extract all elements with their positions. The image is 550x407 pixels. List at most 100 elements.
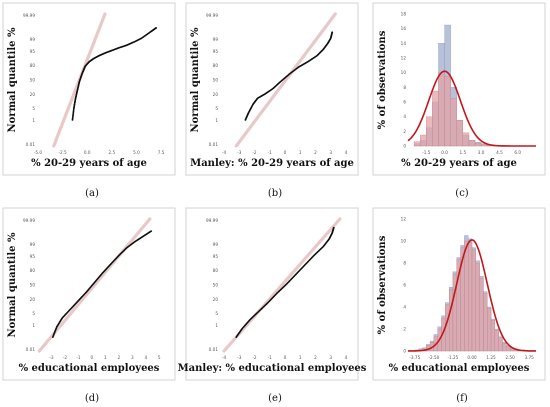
chart-c-red-bar	[432, 90, 439, 147]
chart-e-xtick-3: -1	[268, 355, 273, 360]
chart-f-xtick-3: 0.00	[467, 355, 477, 360]
chart-d-ytick-0: 99.99	[23, 218, 35, 223]
chart-d-ytick-7: 1	[32, 323, 35, 328]
chart-d-xtick-5: 2	[118, 355, 121, 360]
chart-d-ytick-3: 80	[30, 268, 36, 273]
chart-f-red-bar	[506, 346, 511, 352]
chart-c-ytick-4: 8	[403, 85, 406, 90]
chart-a-ytick-6: 5	[32, 106, 35, 111]
chart-c-ytick-9: 18	[401, 12, 407, 17]
chart-f-red-bar	[490, 320, 496, 352]
chart-a-points	[71, 26, 158, 121]
chart-b-xtick-4: 0	[284, 150, 287, 155]
chart-b-points	[244, 31, 334, 121]
chart-a-xtick-3: 2.5	[109, 150, 116, 155]
chart-e-ytick-5: 20	[213, 297, 219, 302]
chart-b-xtick-6: 2	[314, 150, 317, 155]
chart-f: 0 2 4 6 8 10 12 -3.75 -2.50 -1.25 0.00 1.25 2.50 3.75…	[372, 207, 546, 381]
chart-f-xtick-2: -1.25	[448, 355, 459, 360]
chart-d-points	[51, 230, 153, 338]
chart-b-ytick-8: 0.01	[209, 142, 219, 147]
chart-c-xtick-2: 1.5	[460, 150, 467, 155]
chart-c: 0 2 4 6 8 10 12 14 16 18 -1.5 0.0 1.5 3.0 4.5 6.0 % of o…	[372, 2, 546, 176]
chart-b-xtick-7: 3	[329, 150, 332, 155]
chart-d-xtick-6: 3	[131, 355, 134, 360]
chart-c-ytick-6: 12	[401, 56, 407, 61]
caption-a: (a)	[85, 188, 99, 199]
caption-c: (c)	[455, 188, 469, 199]
chart-c-xtick-4: 4.5	[496, 150, 503, 155]
chart-d-xtick-1: -2	[63, 355, 68, 360]
chart-f-red-bar	[487, 307, 492, 352]
chart-e-xtick-5: 1	[299, 355, 302, 360]
chart-a-xtick-0: -5.0	[34, 150, 43, 155]
chart-e-xtick-0: -4	[222, 355, 227, 360]
chart-e-xtick-2: -2	[252, 355, 257, 360]
chart-c-red-bar	[468, 139, 476, 147]
chart-d-xtick-2: -1	[76, 355, 81, 360]
chart-a-ytick-0: 99.99	[23, 13, 35, 18]
chart-f-xtick-6: 3.75	[524, 355, 534, 360]
chart-d-xtick-8: 5	[158, 355, 161, 360]
chart-c-red-bar	[450, 98, 457, 147]
chart-e-ytick-6: 5	[215, 311, 218, 316]
chart-e-ytick-3: 80	[213, 268, 219, 273]
chart-c-ytick-8: 16	[401, 26, 407, 31]
chart-e-xtick-7: 3	[329, 355, 332, 360]
chart-c-red-bar	[420, 134, 427, 147]
chart-b-ylabel: Normal quantile %	[190, 27, 201, 132]
chart-b-ytick-4: 50	[213, 78, 219, 83]
chart-d-point	[150, 230, 153, 233]
chart-d: 99.99 99 95 80 50 20 5 1 0.01 -3 -2 -1 0 1 2 3 4 5 Normal …	[2, 207, 176, 381]
chart-e-ytick-8: 0.01	[209, 347, 219, 352]
chart-c-red-bar	[474, 142, 482, 147]
chart-a-xtick-1: -2.5	[59, 150, 68, 155]
chart-panel-f: 0 2 4 6 8 10 12 -3.75 -2.50 -1.25 0.00 1.25 2.50 3.75…	[370, 205, 550, 405]
chart-c-red-bars	[413, 72, 506, 147]
chart-f-ytick-5: 10	[401, 239, 407, 244]
chart-b-xtick-2: -2	[252, 150, 257, 155]
chart-e-points	[235, 226, 335, 338]
chart-b-xtick-3: -1	[268, 150, 273, 155]
chart-c-xtick-3: 3.0	[478, 150, 485, 155]
chart-a-ylabel: Normal quantile %	[7, 27, 18, 132]
caption-d: (d)	[84, 393, 100, 404]
caption-e: (e)	[268, 393, 282, 404]
chart-f-ylabel: % of observations	[377, 235, 388, 334]
chart-c-red-bar	[444, 76, 451, 147]
chart-e-point	[332, 226, 335, 229]
chart-f-red-bar	[479, 278, 484, 352]
chart-c-ytick-7: 14	[401, 41, 407, 46]
chart-c-red-bar	[480, 144, 488, 147]
chart-f-red-bar	[509, 348, 515, 352]
chart-panel-c: 0 2 4 6 8 10 12 14 16 18 -1.5 0.0 1.5 3.0 4.5 6.0 % of o…	[370, 0, 550, 200]
chart-a-ytick-1: 99	[30, 37, 36, 42]
chart-f-normal-curve	[408, 239, 536, 352]
chart-d-ytick-8: 0.01	[26, 347, 36, 352]
chart-d-ytick-4: 50	[30, 283, 36, 288]
chart-b-ytick-0: 99.99	[206, 13, 218, 18]
chart-a-ytick-8: 0.01	[26, 142, 36, 147]
chart-c-xlabel: % 20-29 years of age	[401, 158, 517, 169]
chart-b-ytick-3: 80	[213, 63, 219, 68]
chart-f-ytick-3: 6	[403, 283, 406, 288]
chart-c-normal-curve	[407, 70, 536, 147]
chart-b-xtick-1: -3	[237, 150, 242, 155]
chart-a-point	[155, 26, 158, 29]
chart-f-red-bar	[445, 304, 450, 352]
chart-b-xlabel: Manley: % 20-29 years of age	[190, 158, 354, 169]
chart-a: 99.99 99 95 80 50 20 5 1 0.01 -5.0 -2.5 0.0 2.5 5.0 7.…	[2, 2, 176, 176]
chart-f-red-bar	[464, 240, 469, 352]
chart-c-red-bar	[426, 116, 433, 147]
chart-a-xtick-5: 7.5	[158, 150, 165, 155]
chart-c-ytick-3: 6	[403, 100, 406, 105]
chart-b-xtick-8: 4	[345, 150, 348, 155]
chart-a-frame	[2, 2, 176, 176]
chart-panel-b: 99.99 99 95 80 50 20 5 1 0.01 -4 -3 -2 -1 0 1 2 3 4 Normal…	[183, 0, 363, 200]
chart-f-red-bar	[483, 293, 488, 352]
chart-d-xtick-3: 0	[91, 355, 94, 360]
chart-e-xtick-6: 2	[314, 355, 317, 360]
chart-a-xlabel: % 20-29 years of age	[31, 158, 147, 169]
chart-f-xlabel: % educational employees	[389, 363, 530, 374]
chart-e-xtick-4: 0	[284, 355, 287, 360]
